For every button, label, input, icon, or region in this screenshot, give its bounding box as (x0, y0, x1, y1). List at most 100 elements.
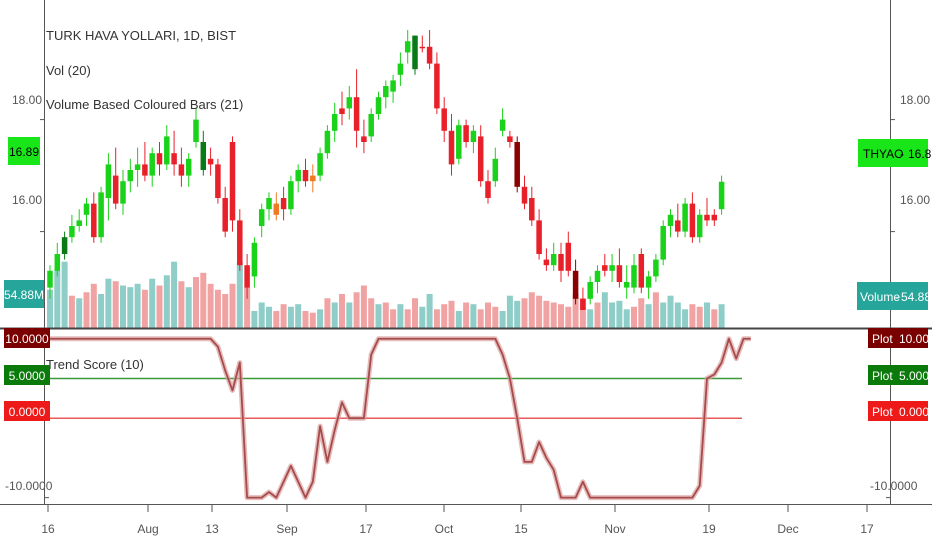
vol-indicator-label[interactable]: Vol (20) (46, 63, 91, 78)
volume-bar (390, 309, 397, 328)
candle-body (572, 270, 579, 299)
volume-bar (47, 289, 53, 328)
candle-body (543, 259, 550, 266)
candle-body (419, 46, 426, 49)
volume-bar (609, 302, 616, 328)
volume-bar (266, 306, 272, 328)
candle-body (83, 203, 90, 215)
candle-body (222, 198, 228, 232)
right-score-badge-0-value: 0.0000 (899, 405, 932, 419)
right-volume-label: Volume (860, 290, 900, 304)
candle-body (310, 175, 316, 182)
candle-body (273, 203, 280, 215)
left-price-badge-text: 16.89 (9, 145, 39, 159)
candle-body (580, 298, 586, 310)
candle-body (339, 108, 345, 114)
candle-body (645, 276, 652, 288)
volume-bar (652, 292, 659, 328)
left-score-badge-5-text: 5.0000 (9, 369, 46, 383)
volume-bar (558, 304, 564, 328)
candle-body (142, 164, 148, 176)
right-score-badge-10-value: 10.0000 (899, 332, 932, 346)
candle-body (47, 270, 53, 288)
candle-body (492, 158, 499, 182)
volume-bar (382, 302, 389, 328)
candle-body (375, 97, 382, 114)
volume-bar (470, 304, 477, 328)
volume-bar (287, 306, 294, 328)
candle-body (61, 237, 68, 254)
volume-bar (506, 295, 513, 328)
candle-body (178, 164, 185, 176)
candle-body (609, 265, 615, 271)
left-score-badge-5 (4, 365, 50, 385)
candle-body (441, 108, 447, 131)
volume-bar (295, 304, 302, 328)
volume-bar (441, 304, 448, 328)
candle-body (675, 220, 681, 232)
volume-bar (90, 283, 97, 328)
volume-bar (83, 292, 90, 328)
candle-body (98, 192, 104, 238)
volume-bar (645, 304, 652, 328)
candle-body (653, 259, 659, 277)
candle-body (69, 226, 75, 238)
volume-bar (280, 304, 287, 328)
volume-bar (120, 285, 126, 328)
volume-bars (47, 261, 725, 328)
volume-bar (579, 298, 586, 328)
trend-score-line (50, 337, 751, 499)
volume-bar (309, 312, 316, 328)
volume-bar (696, 306, 703, 328)
volume-bar (200, 272, 207, 328)
candle-body (237, 220, 243, 266)
volume-bar (76, 298, 83, 328)
volume-bar (244, 287, 251, 328)
volume-bar (528, 292, 535, 328)
x-label-16: 16 (41, 522, 55, 536)
candle-body (54, 254, 61, 271)
right-volume-badge (857, 282, 928, 310)
right-volume-value: 54.88M (901, 290, 932, 304)
volume-bar (521, 298, 528, 328)
volume-bar (61, 261, 68, 328)
candle-body (434, 63, 440, 109)
volume-bar (550, 302, 557, 328)
volume-bar (543, 300, 550, 328)
left-score-tick-neg10: -10.0000 (5, 479, 53, 493)
candle-body (105, 164, 112, 198)
volume-bar (302, 311, 309, 328)
volume-bar (273, 311, 280, 328)
right-score-badge-5 (868, 365, 928, 385)
candle-body (361, 136, 367, 142)
candle-body (456, 125, 462, 159)
candle-body (112, 175, 119, 204)
volume-bar (499, 311, 506, 328)
candle-body (689, 203, 696, 238)
volume-bar (718, 304, 725, 328)
volume-bar (616, 300, 623, 328)
candle-body (288, 181, 294, 210)
volume-bar (463, 302, 470, 328)
right-score-badge-10-plot: Plot (872, 332, 893, 346)
volume-bar (251, 311, 258, 328)
candle-body (200, 142, 207, 170)
volume-bar (339, 294, 345, 328)
volume-bar (68, 295, 75, 328)
volume-bar (236, 261, 243, 328)
volume-bar (324, 298, 331, 328)
volume-bar (149, 278, 156, 328)
candle-body (682, 203, 688, 232)
candle-body (477, 136, 484, 182)
volume-bar (127, 287, 134, 328)
candle-body (76, 220, 82, 226)
trend-score-label[interactable]: Trend Score (10) (46, 357, 144, 372)
candle-body (331, 114, 338, 131)
vbcb-indicator-label[interactable]: Volume Based Coloured Bars (21) (46, 97, 243, 112)
candle-body (638, 254, 645, 288)
volume-bar (98, 294, 105, 328)
candle-body (412, 35, 418, 70)
volume-bar (448, 300, 455, 328)
volume-bar (193, 277, 199, 328)
